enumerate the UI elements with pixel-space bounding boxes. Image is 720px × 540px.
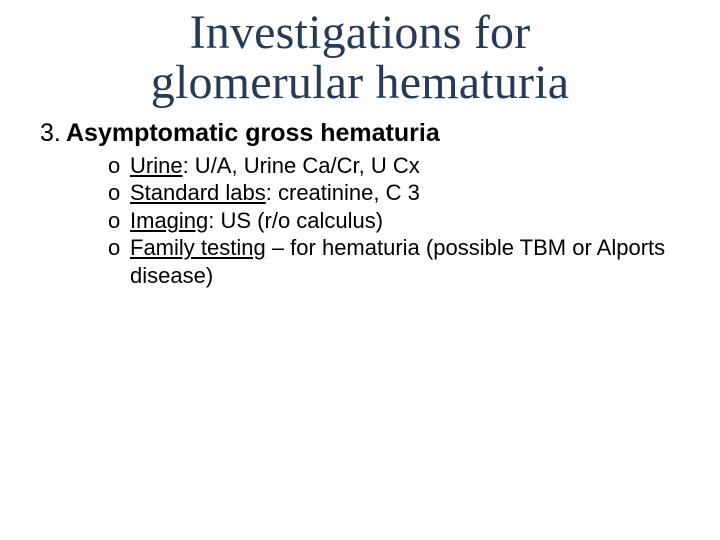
- list-heading: Asymptomatic gross hematuria: [66, 119, 440, 148]
- list-item: 3. Asymptomatic gross hematuria o Urine:…: [40, 119, 680, 290]
- content-list: 3. Asymptomatic gross hematuria o Urine:…: [40, 119, 680, 290]
- sublist: o Urine: U/A, Urine Ca/Cr, U Cx o Standa…: [40, 152, 680, 290]
- title-line-1: Investigations for: [0, 8, 720, 58]
- list-item-row: 3. Asymptomatic gross hematuria: [40, 119, 680, 148]
- sublist-label: Family testing: [130, 235, 266, 260]
- slide: Investigations for glomerular hematuria …: [0, 0, 720, 540]
- list-number: 3.: [40, 119, 66, 148]
- slide-content: 3. Asymptomatic gross hematuria o Urine:…: [0, 119, 720, 290]
- slide-title: Investigations for glomerular hematuria: [0, 0, 720, 109]
- sublist-label: Urine: [130, 153, 183, 178]
- sublist-item: o Urine: U/A, Urine Ca/Cr, U Cx: [108, 152, 680, 180]
- sublist-item: o Family testing – for hematuria (possib…: [108, 234, 680, 289]
- sublist-marker: o: [108, 179, 130, 207]
- sublist-item: o Imaging: US (r/o calculus): [108, 207, 680, 235]
- sublist-text: Urine: U/A, Urine Ca/Cr, U Cx: [130, 152, 420, 180]
- sublist-marker: o: [108, 207, 130, 235]
- sublist-label: Imaging: [130, 208, 208, 233]
- sublist-label: Standard labs: [130, 180, 266, 205]
- sublist-text: Standard labs: creatinine, C 3: [130, 179, 420, 207]
- sublist-rest: : creatinine, C 3: [266, 180, 420, 205]
- sublist-text: Imaging: US (r/o calculus): [130, 207, 383, 235]
- sublist-marker: o: [108, 152, 130, 180]
- sublist-rest: : U/A, Urine Ca/Cr, U Cx: [183, 153, 420, 178]
- sublist-marker: o: [108, 234, 130, 262]
- title-line-2: glomerular hematuria: [0, 58, 720, 108]
- sublist-text: Family testing – for hematuria (possible…: [130, 234, 680, 289]
- sublist-rest: : US (r/o calculus): [208, 208, 383, 233]
- sublist-item: o Standard labs: creatinine, C 3: [108, 179, 680, 207]
